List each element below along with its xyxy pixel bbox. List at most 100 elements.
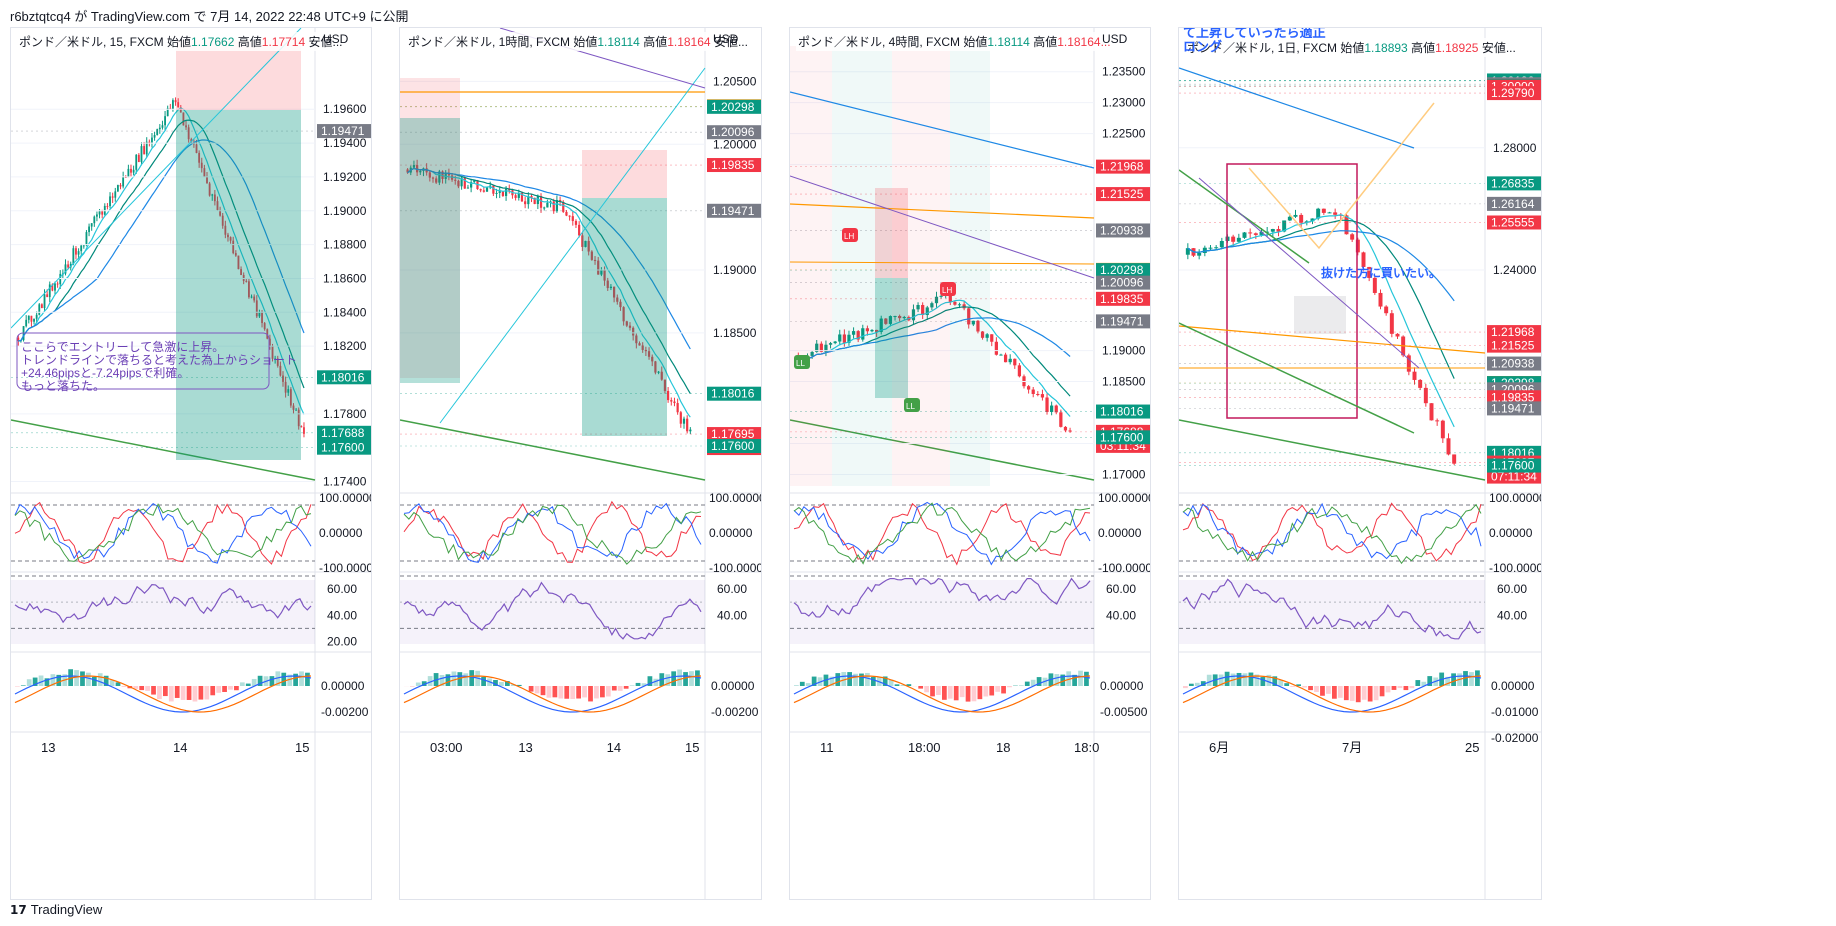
macd-histogram-bar xyxy=(1355,686,1361,703)
macd-histogram-bar xyxy=(971,686,977,702)
macd-histogram-bar xyxy=(163,686,168,697)
candle-body xyxy=(1040,394,1045,398)
moving-average-line xyxy=(1179,67,1415,149)
candle-body xyxy=(1316,208,1321,219)
candle-body xyxy=(198,152,201,163)
trendline xyxy=(439,67,706,424)
macd-histogram-bar xyxy=(174,686,180,698)
candle-body xyxy=(248,281,250,298)
price-badge-label: 1.20096 xyxy=(1100,276,1144,290)
macd-histogram-bar xyxy=(198,686,204,700)
macd-histogram-bar xyxy=(1066,671,1072,686)
price-badge-label: 1.19835 xyxy=(1100,292,1144,306)
macd-histogram-bar xyxy=(594,686,599,699)
price-badge-label: 1.17688 xyxy=(321,426,365,440)
macd-histogram-bar xyxy=(576,686,582,699)
macd-histogram-bar xyxy=(1290,686,1296,687)
candle-body xyxy=(1270,229,1275,232)
candle-body xyxy=(828,343,833,345)
price-badge xyxy=(1096,187,1150,202)
macd-histogram-bar xyxy=(617,686,623,691)
candle-body xyxy=(1242,232,1247,238)
macd-tick-label: -0.00200 xyxy=(711,705,759,719)
macd-histogram-bar xyxy=(1218,674,1224,686)
candle-body xyxy=(263,323,266,330)
price-tick-label: 1.19000 xyxy=(1102,344,1146,358)
candle-body xyxy=(109,196,111,207)
candle-body xyxy=(25,319,28,327)
chart-svg-1day: 1.280001.240001.302031.302001.301901.300… xyxy=(1179,28,1541,899)
candle-body xyxy=(1321,208,1326,213)
price-badge xyxy=(1487,356,1541,371)
time-axis-label: 13 xyxy=(518,740,532,755)
rsi-line xyxy=(1182,578,1482,640)
macd-histogram-bar xyxy=(516,684,522,686)
stop-loss-zone xyxy=(582,150,667,198)
candle-body xyxy=(1231,236,1236,242)
stochastic-line xyxy=(793,501,1091,566)
price-badge-label: 1.26164 xyxy=(1491,197,1535,211)
macd-histogram-bar xyxy=(936,686,941,696)
macd-line xyxy=(1182,675,1482,713)
candle-body xyxy=(245,280,248,282)
candle-body xyxy=(603,269,606,281)
candle-body xyxy=(948,295,952,302)
candle-body xyxy=(644,349,647,352)
chart-panel-1hour[interactable]: 1.205001.200001.190001.185001.203021.202… xyxy=(399,27,762,900)
candle-body xyxy=(625,321,628,326)
candle-body xyxy=(1248,232,1253,234)
candle-body xyxy=(195,144,198,153)
annotation-long: ロング xyxy=(1183,39,1223,54)
session-shade xyxy=(950,46,990,486)
take-profit-zone xyxy=(875,278,908,398)
candle-body xyxy=(211,194,214,196)
candle-body xyxy=(571,216,574,222)
candle-body xyxy=(224,225,227,235)
price-tick-label: 1.18400 xyxy=(323,305,367,319)
stop-loss-zone xyxy=(875,188,908,278)
macd-tick-label: -0.00200 xyxy=(321,705,369,719)
chart-panel-4hour[interactable]: 1.235001.230001.225001.220001.190001.185… xyxy=(789,27,1151,900)
candle-body xyxy=(1017,365,1022,377)
chart-panel-1day[interactable]: 1.280001.240001.302031.302001.301901.300… xyxy=(1178,27,1542,900)
macd-histogram-bar xyxy=(829,676,835,686)
footer-brand[interactable]: 17 TradingView xyxy=(10,902,102,917)
stochastic-line xyxy=(403,502,702,563)
price-badge xyxy=(1096,291,1150,306)
candle-body xyxy=(1429,403,1434,421)
candle-body xyxy=(153,135,156,138)
candle-body xyxy=(1440,420,1445,439)
candle-body xyxy=(498,191,501,193)
price-badge xyxy=(1096,223,1150,238)
price-badge xyxy=(707,99,761,114)
candle-body xyxy=(1059,412,1063,427)
macd-histogram-bar xyxy=(534,686,540,694)
osc-tick-label: 0.00000 xyxy=(1489,526,1533,540)
macd-histogram-bar xyxy=(1206,674,1212,686)
rsi-tick-label: 40.00 xyxy=(327,608,357,622)
swing-marker-label: LH xyxy=(942,286,952,295)
candle-body xyxy=(258,312,261,317)
macd-histogram-bar xyxy=(1001,686,1006,694)
resistance-line xyxy=(790,261,1095,265)
price-tick-label: 1.18600 xyxy=(323,271,367,285)
candle-body xyxy=(524,201,527,205)
candle-body xyxy=(874,329,879,332)
resistance-line xyxy=(1179,325,1486,354)
price-badge xyxy=(1487,401,1541,416)
stop-loss-zone xyxy=(176,40,301,110)
rsi-line xyxy=(14,583,312,624)
candle-body xyxy=(1452,454,1457,464)
chart-panel-15min[interactable]: 1.19600 1.19400 1.19200 1.19000 1.18800 1.186… xyxy=(10,27,372,900)
price-badge xyxy=(317,124,371,139)
candle-body xyxy=(177,102,180,108)
macd-histogram-bar xyxy=(1060,674,1066,686)
macd-histogram-bar xyxy=(1266,674,1272,686)
candle-body xyxy=(255,300,258,317)
osc-tick-label: 100.00000 xyxy=(1098,491,1150,505)
candle-body xyxy=(597,260,600,275)
price-badge xyxy=(1096,159,1150,174)
candle-body xyxy=(552,201,555,212)
macd-histogram-bar xyxy=(611,686,617,691)
macd-line xyxy=(14,675,312,713)
